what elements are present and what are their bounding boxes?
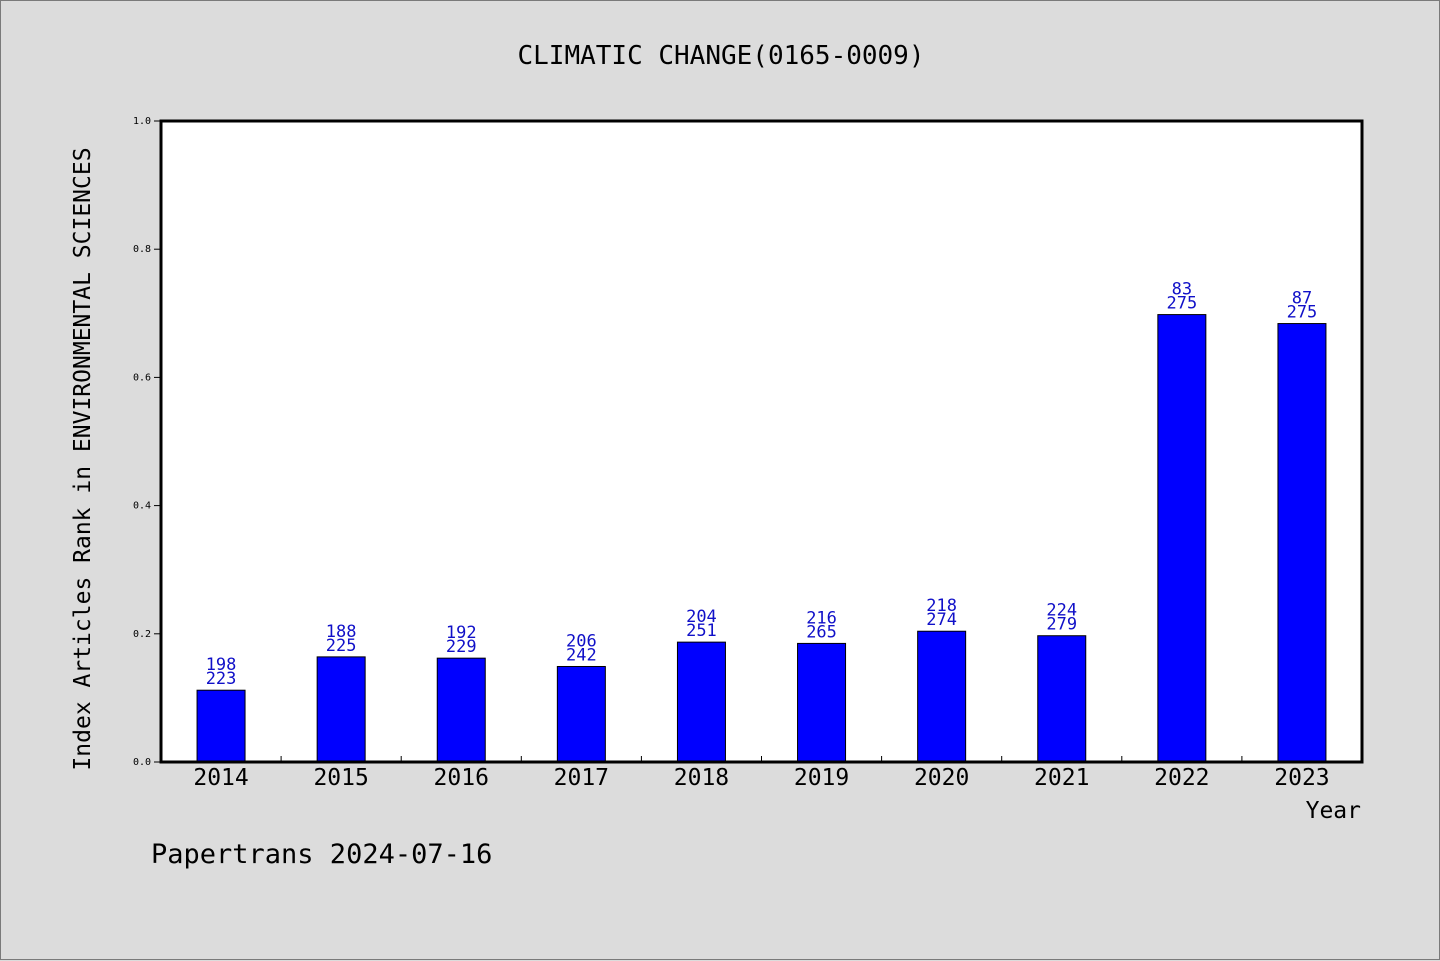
chart-title: CLIMATIC CHANGE(0165-0009)	[518, 41, 925, 71]
data-label-top-2014: 198	[206, 655, 237, 675]
x-tick-label-2019: 2019	[794, 765, 849, 791]
bar-2021	[1037, 635, 1087, 763]
x-tick-label-2016: 2016	[434, 765, 489, 791]
y-tick-label-1: 0.2	[133, 629, 151, 640]
data-label-bottom-2019: 265	[806, 622, 837, 642]
data-label-top-2020: 218	[926, 596, 957, 616]
bar-2016	[436, 657, 486, 763]
data-label-bottom-2023: 275	[1287, 303, 1318, 323]
data-label-top-2018: 204	[686, 607, 717, 627]
data-label-bottom-2017: 242	[566, 645, 597, 665]
x-tick-label-2014: 2014	[193, 765, 248, 791]
x-tick-label-2018: 2018	[674, 765, 729, 791]
data-label-bottom-2018: 251	[686, 621, 717, 641]
bar-2022	[1157, 314, 1207, 763]
x-tick-label-2020: 2020	[914, 765, 969, 791]
data-label-top-2015: 188	[326, 622, 357, 642]
x-axis-label: Year	[1306, 798, 1361, 824]
bar-2018	[676, 641, 726, 763]
x-tick-label-2022: 2022	[1154, 765, 1209, 791]
x-tick-label-2015: 2015	[313, 765, 368, 791]
data-label-bottom-2020: 274	[926, 610, 957, 630]
data-label-bottom-2016: 229	[446, 637, 477, 657]
data-label-top-2022: 83	[1172, 280, 1192, 300]
bar-2017	[556, 665, 606, 763]
y-tick-label-2: 0.4	[133, 501, 151, 512]
bar-2015	[316, 656, 366, 763]
data-label-top-2021: 224	[1046, 601, 1077, 621]
x-tick-label-2017: 2017	[554, 765, 609, 791]
x-ticks-group: 2014 2015 2016 2017 2018 2019 2020 2021 2022 2023	[193, 756, 1330, 791]
bar-2019	[797, 642, 847, 763]
y-ticks-group: 0.0 0.2 0.4 0.6 0.8 1.0	[133, 116, 161, 768]
bar-2023	[1277, 323, 1327, 763]
plot-border	[159, 119, 1364, 764]
x-tick-label-2023: 2023	[1274, 765, 1329, 791]
y-axis-label: Index Articles Rank in ENVIRONMENTAL SCI…	[70, 147, 96, 770]
bars-group	[196, 314, 1327, 763]
y-tick-label-4: 0.8	[133, 244, 151, 255]
y-tick-label-5: 1.0	[133, 116, 151, 127]
bar-2020	[917, 630, 967, 763]
data-label-top-2016: 192	[446, 623, 477, 643]
data-label-bottom-2015: 225	[326, 636, 357, 656]
y-tick-label-0: 0.0	[133, 757, 151, 768]
x-tick-label-2021: 2021	[1034, 765, 1089, 791]
data-label-bottom-2022: 275	[1166, 294, 1197, 314]
data-label-bottom-2021: 279	[1046, 615, 1077, 635]
bar-2014	[196, 689, 246, 763]
data-label-bottom-2014: 223	[206, 669, 237, 689]
data-label-top-2017: 206	[566, 631, 597, 651]
footer-text: Papertrans 2024-07-16	[151, 839, 492, 870]
data-label-top-2019: 216	[806, 608, 837, 628]
data-label-top-2023: 87	[1292, 289, 1312, 309]
y-tick-label-3: 0.6	[133, 372, 151, 383]
